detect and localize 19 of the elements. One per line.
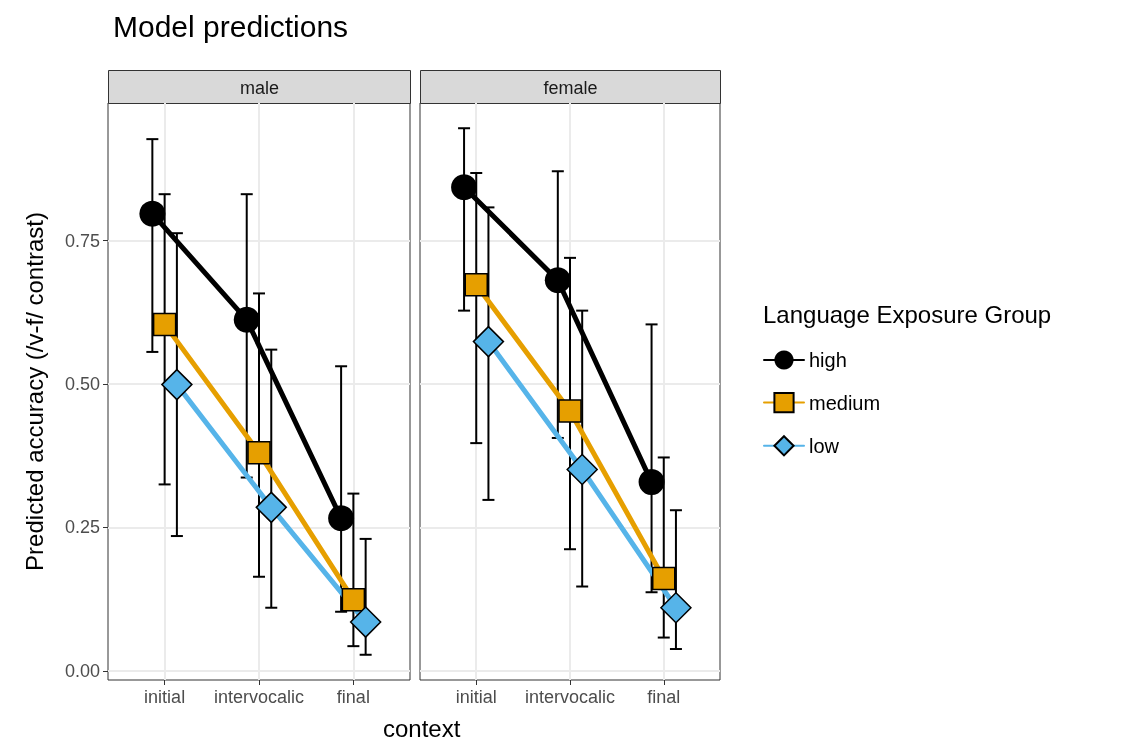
y-tick-label: 0.75 [64, 230, 100, 251]
x-tick-label: final [647, 687, 681, 707]
legend-label: low [809, 434, 840, 457]
y-axis-title: Predicted accuracy (/v-f/ contrast) [20, 212, 48, 571]
x-tick-label: final [336, 687, 370, 707]
y-tick-label: 0.00 [64, 660, 100, 681]
x-tick-label: intervocalic [524, 687, 616, 707]
y-tick-label: 0.25 [64, 517, 100, 538]
chart-subtitle: female [543, 77, 598, 98]
legend-title: Language Exposure Group [763, 300, 1052, 328]
x-tick-label: intervocalic [213, 687, 305, 707]
x-tick-label: initial [455, 687, 497, 707]
legend-label: medium [809, 391, 881, 414]
x-tick-label: initial [144, 687, 186, 707]
legend-label: high [809, 349, 847, 371]
chart-title: Model predictions [113, 9, 349, 43]
chart-subtitle: male [239, 77, 280, 98]
y-tick-label: 0.50 [64, 374, 100, 395]
x-axis-title: context [383, 714, 461, 742]
